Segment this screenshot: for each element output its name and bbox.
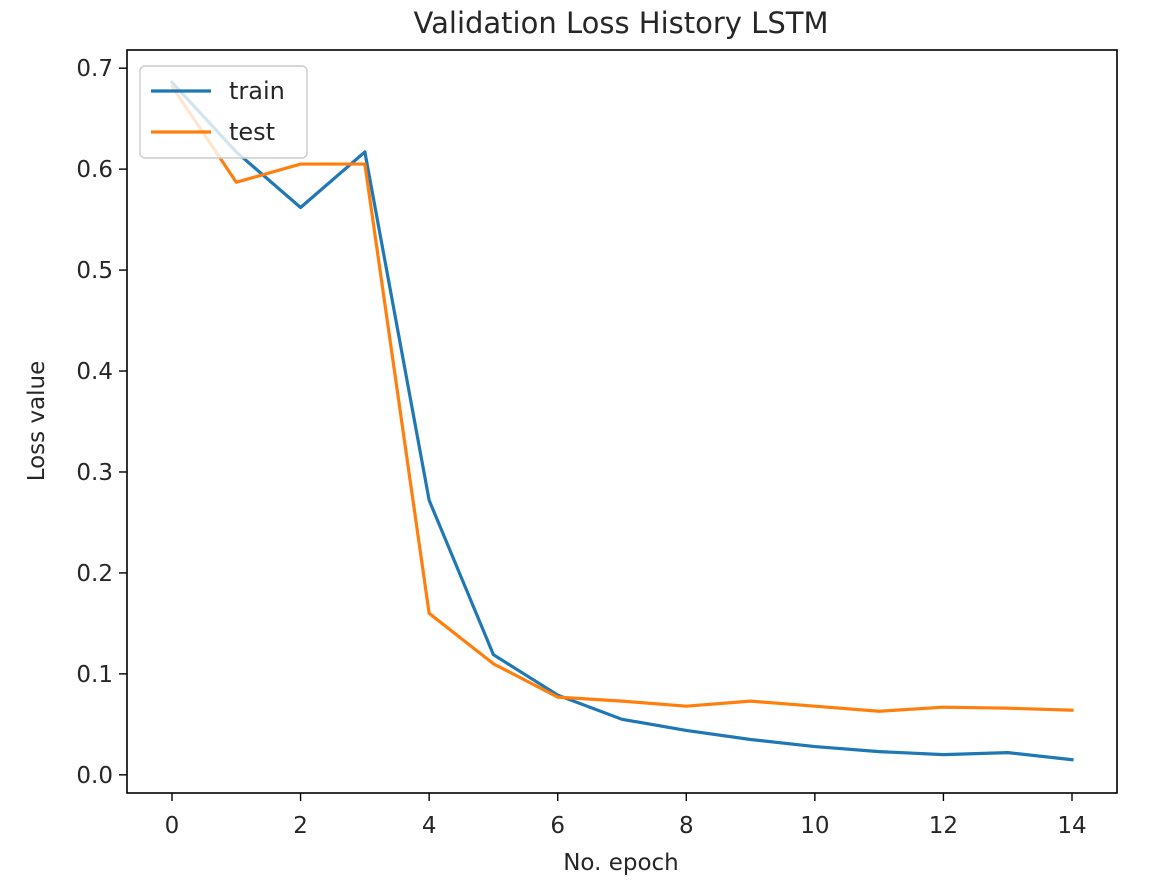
y-tick-label: 0.6 <box>76 157 113 183</box>
series-layer <box>169 80 1074 762</box>
y-tick-label: 0.4 <box>76 359 113 385</box>
x-tick-label: 4 <box>422 813 437 839</box>
series-line-test <box>169 84 1074 713</box>
series-line-train <box>169 80 1074 762</box>
y-axis-label: Loss value <box>24 361 50 482</box>
y-tick-label: 0.2 <box>76 561 113 587</box>
x-tick-label: 0 <box>165 813 180 839</box>
x-tick-label: 12 <box>929 813 958 839</box>
x-tick-label: 14 <box>1057 813 1086 839</box>
y-tick-label: 0.3 <box>76 460 113 486</box>
y-axis: 0.0 0.1 0.2 0.3 0.4 0.5 0.6 0.7 <box>76 56 127 789</box>
x-tick-label: 8 <box>679 813 694 839</box>
legend-label-train: train <box>229 77 285 105</box>
y-tick-label: 0.0 <box>76 763 113 789</box>
x-axis-label: No. epoch <box>563 850 679 876</box>
legend-box <box>139 65 308 159</box>
plot-frame <box>126 49 1118 794</box>
x-tick-label: 10 <box>800 813 829 839</box>
y-tick-label: 0.7 <box>76 56 113 82</box>
y-tick-label: 0.1 <box>76 662 113 688</box>
y-tick-label: 0.5 <box>76 258 113 284</box>
x-axis: 0 2 4 6 8 10 12 14 <box>165 793 1087 839</box>
x-tick-label: 6 <box>550 813 565 839</box>
legend-label-test: test <box>229 118 275 146</box>
chart-title: Validation Loss History LSTM <box>414 6 829 40</box>
x-tick-label: 2 <box>293 813 308 839</box>
legend: train test <box>139 65 308 159</box>
